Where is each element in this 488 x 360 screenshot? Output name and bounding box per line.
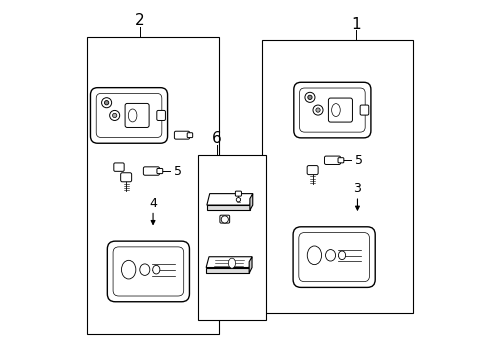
FancyBboxPatch shape (292, 227, 374, 287)
Ellipse shape (104, 100, 108, 105)
Polygon shape (206, 194, 252, 205)
Polygon shape (206, 205, 249, 210)
Polygon shape (206, 267, 249, 273)
Ellipse shape (307, 95, 311, 99)
Polygon shape (206, 257, 251, 267)
FancyBboxPatch shape (143, 167, 159, 175)
FancyBboxPatch shape (174, 131, 189, 139)
Ellipse shape (315, 108, 320, 112)
Ellipse shape (338, 251, 345, 260)
Ellipse shape (128, 109, 137, 122)
Bar (198, 155, 265, 320)
Text: 5: 5 (174, 165, 182, 177)
Text: 3: 3 (353, 183, 361, 195)
Ellipse shape (152, 265, 160, 274)
Ellipse shape (325, 249, 335, 261)
Ellipse shape (109, 111, 120, 121)
Ellipse shape (140, 264, 149, 275)
FancyBboxPatch shape (96, 93, 162, 138)
FancyBboxPatch shape (299, 88, 365, 132)
FancyBboxPatch shape (360, 105, 368, 115)
Text: 5: 5 (354, 154, 362, 167)
Polygon shape (249, 194, 252, 210)
FancyBboxPatch shape (121, 173, 131, 182)
Text: 1: 1 (350, 17, 360, 32)
Ellipse shape (236, 198, 240, 202)
FancyBboxPatch shape (90, 87, 167, 143)
Text: 2: 2 (135, 13, 144, 28)
Ellipse shape (102, 98, 111, 108)
Ellipse shape (112, 113, 117, 118)
Ellipse shape (221, 216, 228, 223)
FancyBboxPatch shape (306, 166, 318, 175)
FancyBboxPatch shape (157, 168, 163, 174)
FancyBboxPatch shape (113, 247, 183, 296)
FancyBboxPatch shape (235, 191, 241, 196)
FancyBboxPatch shape (114, 163, 124, 171)
FancyBboxPatch shape (187, 133, 192, 138)
FancyBboxPatch shape (107, 241, 189, 302)
FancyBboxPatch shape (157, 111, 165, 121)
Ellipse shape (305, 92, 314, 102)
FancyBboxPatch shape (298, 233, 369, 282)
Ellipse shape (228, 258, 235, 268)
Ellipse shape (306, 246, 321, 265)
Ellipse shape (331, 104, 340, 117)
Text: 4: 4 (149, 197, 157, 210)
Bar (86, 37, 219, 334)
FancyBboxPatch shape (293, 82, 370, 138)
FancyBboxPatch shape (328, 98, 352, 122)
FancyBboxPatch shape (324, 156, 340, 165)
Ellipse shape (312, 105, 323, 115)
Text: 6: 6 (212, 131, 222, 146)
FancyBboxPatch shape (337, 158, 343, 163)
Polygon shape (249, 257, 251, 273)
Ellipse shape (121, 260, 136, 279)
FancyBboxPatch shape (125, 103, 149, 127)
Bar (262, 40, 412, 313)
FancyBboxPatch shape (220, 215, 229, 223)
